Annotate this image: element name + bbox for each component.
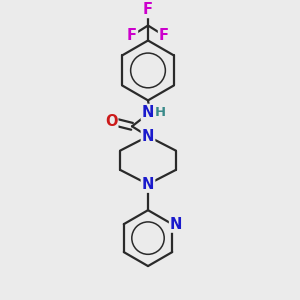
Text: F: F xyxy=(127,28,137,43)
Text: O: O xyxy=(105,114,117,129)
Text: N: N xyxy=(142,177,154,192)
Text: F: F xyxy=(159,28,169,43)
Text: H: H xyxy=(154,106,166,119)
Text: F: F xyxy=(143,2,153,17)
Text: N: N xyxy=(142,105,154,120)
Text: N: N xyxy=(170,217,182,232)
Text: N: N xyxy=(142,129,154,144)
